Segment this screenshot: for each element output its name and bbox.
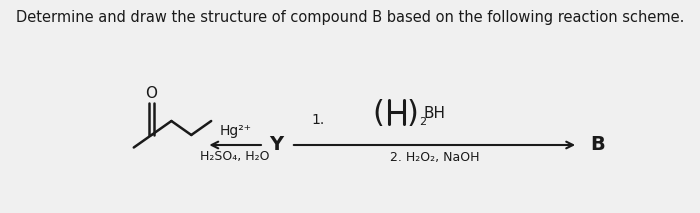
- Text: Hg²⁺: Hg²⁺: [219, 124, 251, 138]
- Text: 2: 2: [419, 117, 426, 127]
- Text: 1.: 1.: [312, 113, 325, 127]
- Text: H₂SO₄, H₂O: H₂SO₄, H₂O: [200, 150, 270, 163]
- Text: 2. H₂O₂, NaOH: 2. H₂O₂, NaOH: [390, 151, 480, 164]
- Text: Determine and draw the structure of compound B based on the following reaction s: Determine and draw the structure of comp…: [16, 10, 684, 25]
- Text: BH: BH: [424, 106, 446, 121]
- Text: (: (: [373, 99, 384, 128]
- Text: ): ): [407, 99, 419, 128]
- Text: B: B: [590, 135, 605, 154]
- Text: O: O: [146, 86, 158, 102]
- Text: Y: Y: [269, 135, 284, 154]
